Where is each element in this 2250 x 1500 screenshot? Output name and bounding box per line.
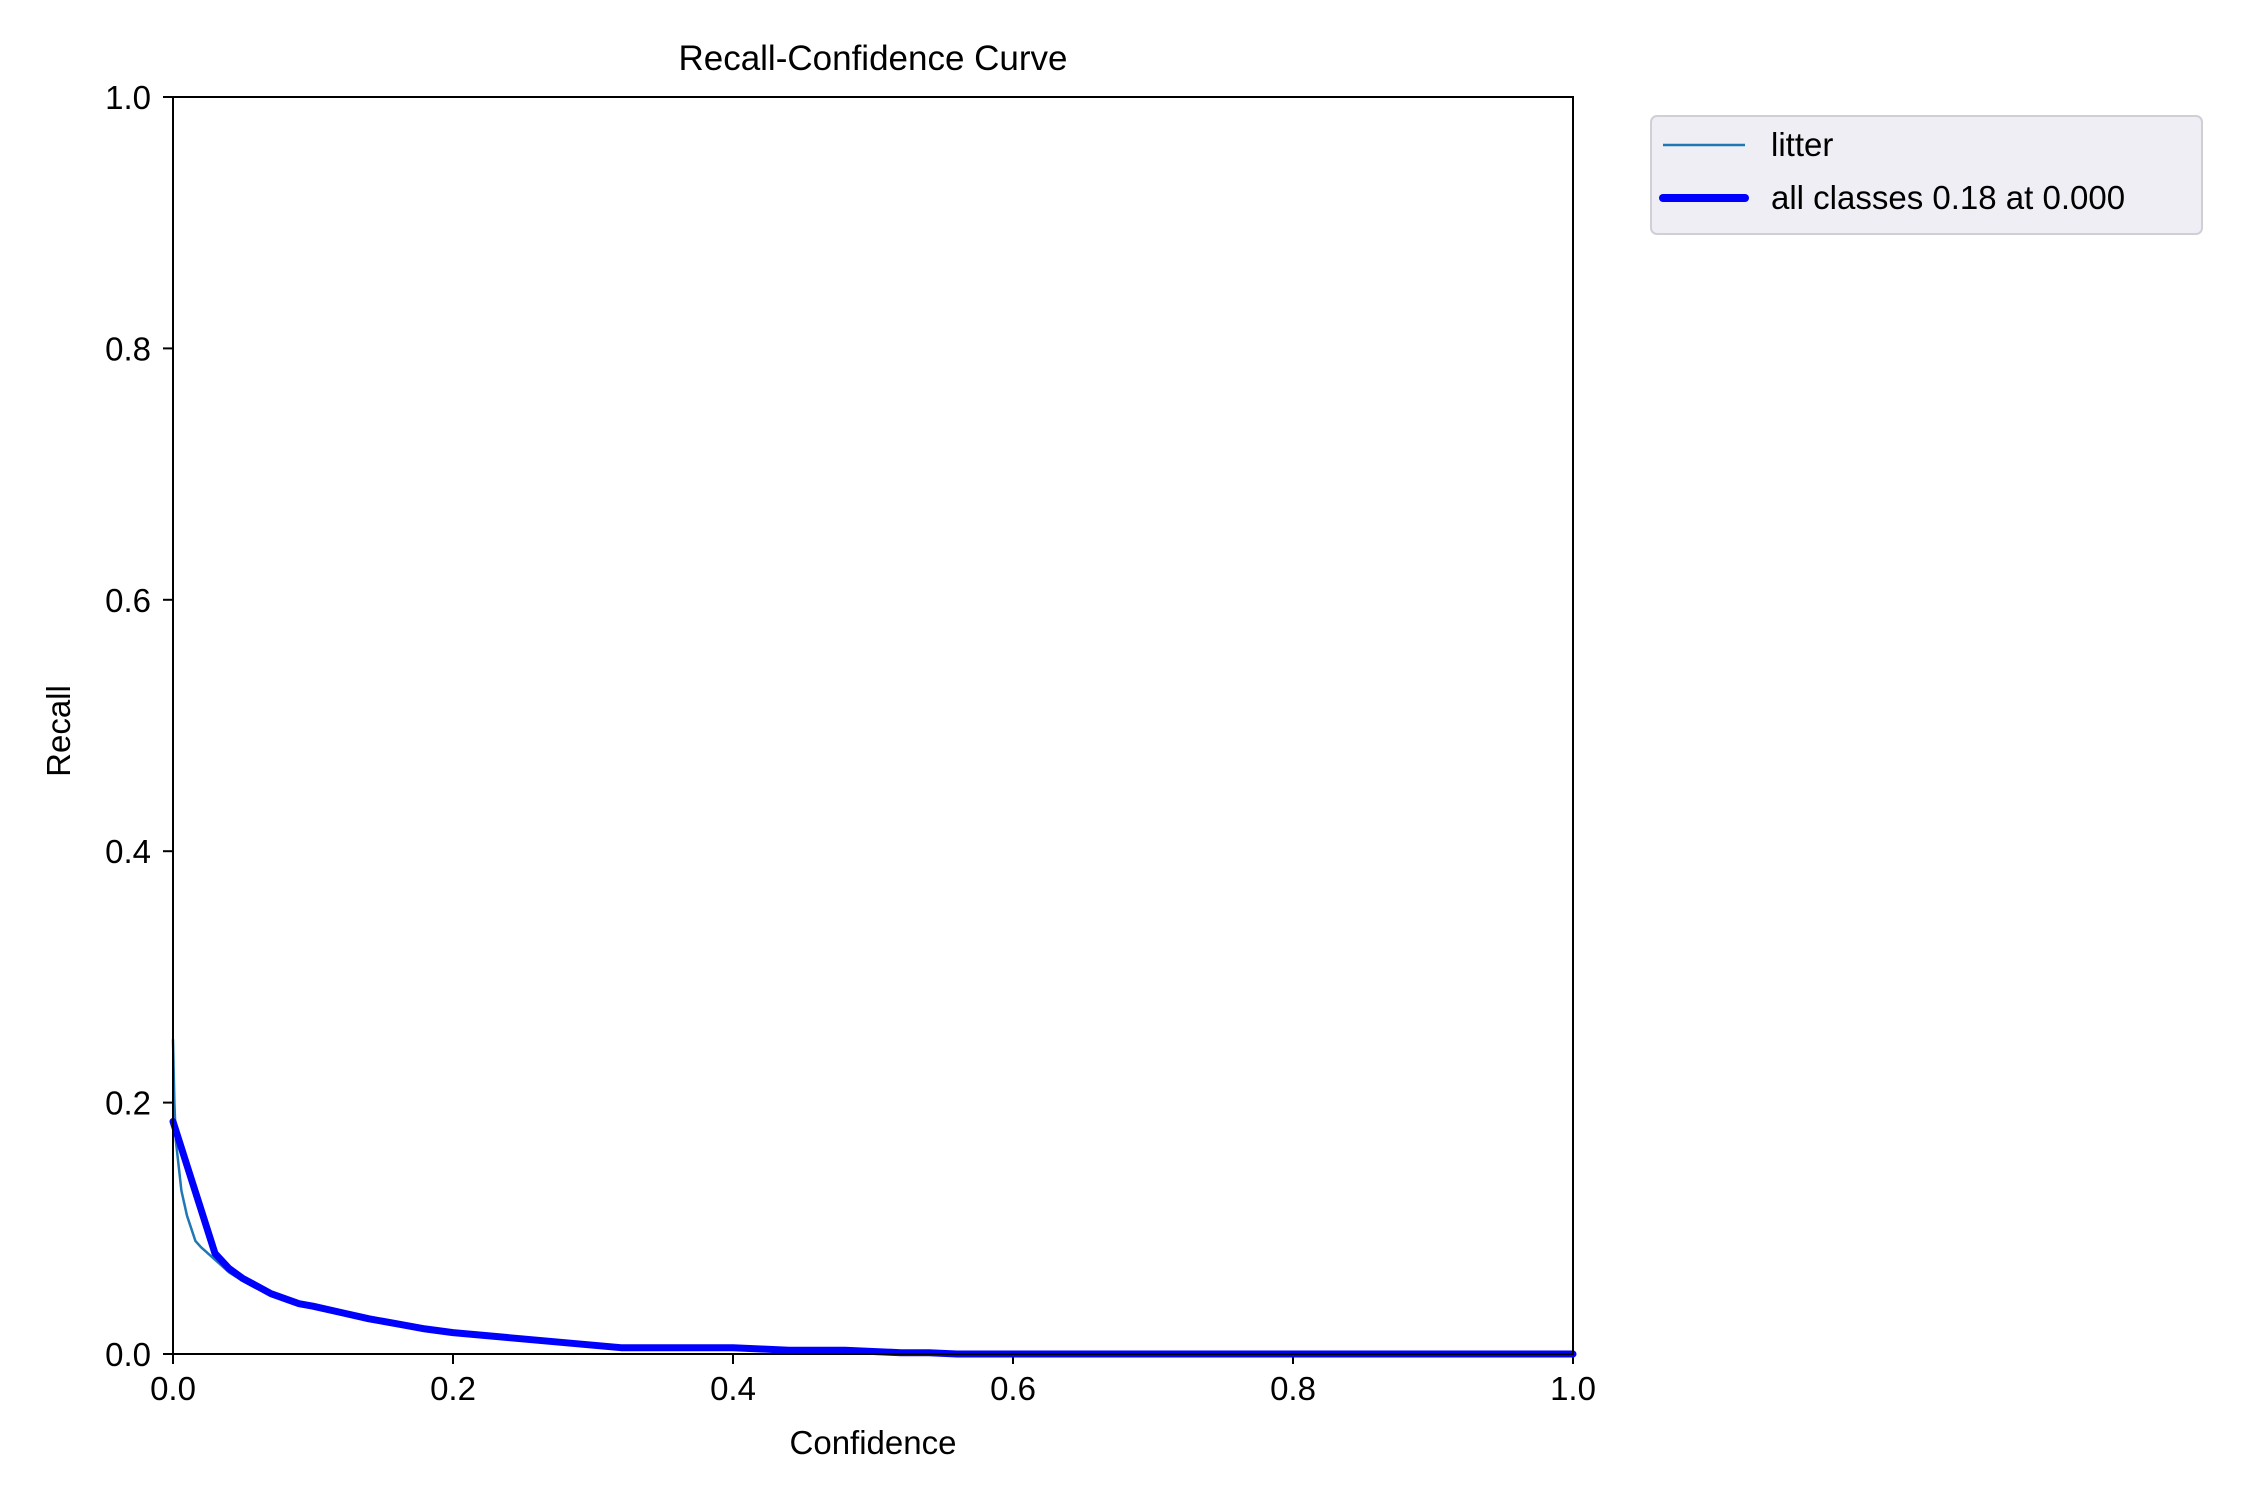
series-line-all-classes [169,1118,1577,1358]
y-tick-label: 0.4 [105,833,151,870]
x-axis-label: Confidence [790,1424,957,1461]
y-axis-ticks: 0.0 0.2 0.4 0.6 0.8 1.0 [105,79,173,1373]
y-axis-label: Recall [40,685,77,777]
y-tick-label: 1.0 [105,79,151,116]
legend-box [1650,115,2203,235]
x-axis-ticks: 0.0 0.2 0.4 0.6 0.8 1.0 [150,1354,1596,1407]
y-tick-label: 0.8 [105,330,151,367]
plot-frame [172,96,1574,1355]
x-tick-label: 0.2 [430,1370,476,1407]
legend: litter all classes 0.18 at 0.000 [1650,115,2203,235]
legend-label-all-classes: all classes 0.18 at 0.000 [1771,179,2125,216]
x-tick-label: 0.6 [990,1370,1036,1407]
x-tick-label: 0.4 [710,1370,756,1407]
y-tick-label: 0.6 [105,582,151,619]
x-tick-label: 0.0 [150,1370,196,1407]
x-tick-label: 1.0 [1550,1370,1596,1407]
x-tick-label: 0.8 [1270,1370,1316,1407]
y-tick-label: 0.2 [105,1085,151,1122]
y-tick-label: 0.0 [105,1336,151,1373]
legend-label-litter: litter [1771,126,1833,163]
series-layer [169,1038,1577,1358]
chart-title: Recall-Confidence Curve [678,39,1067,78]
